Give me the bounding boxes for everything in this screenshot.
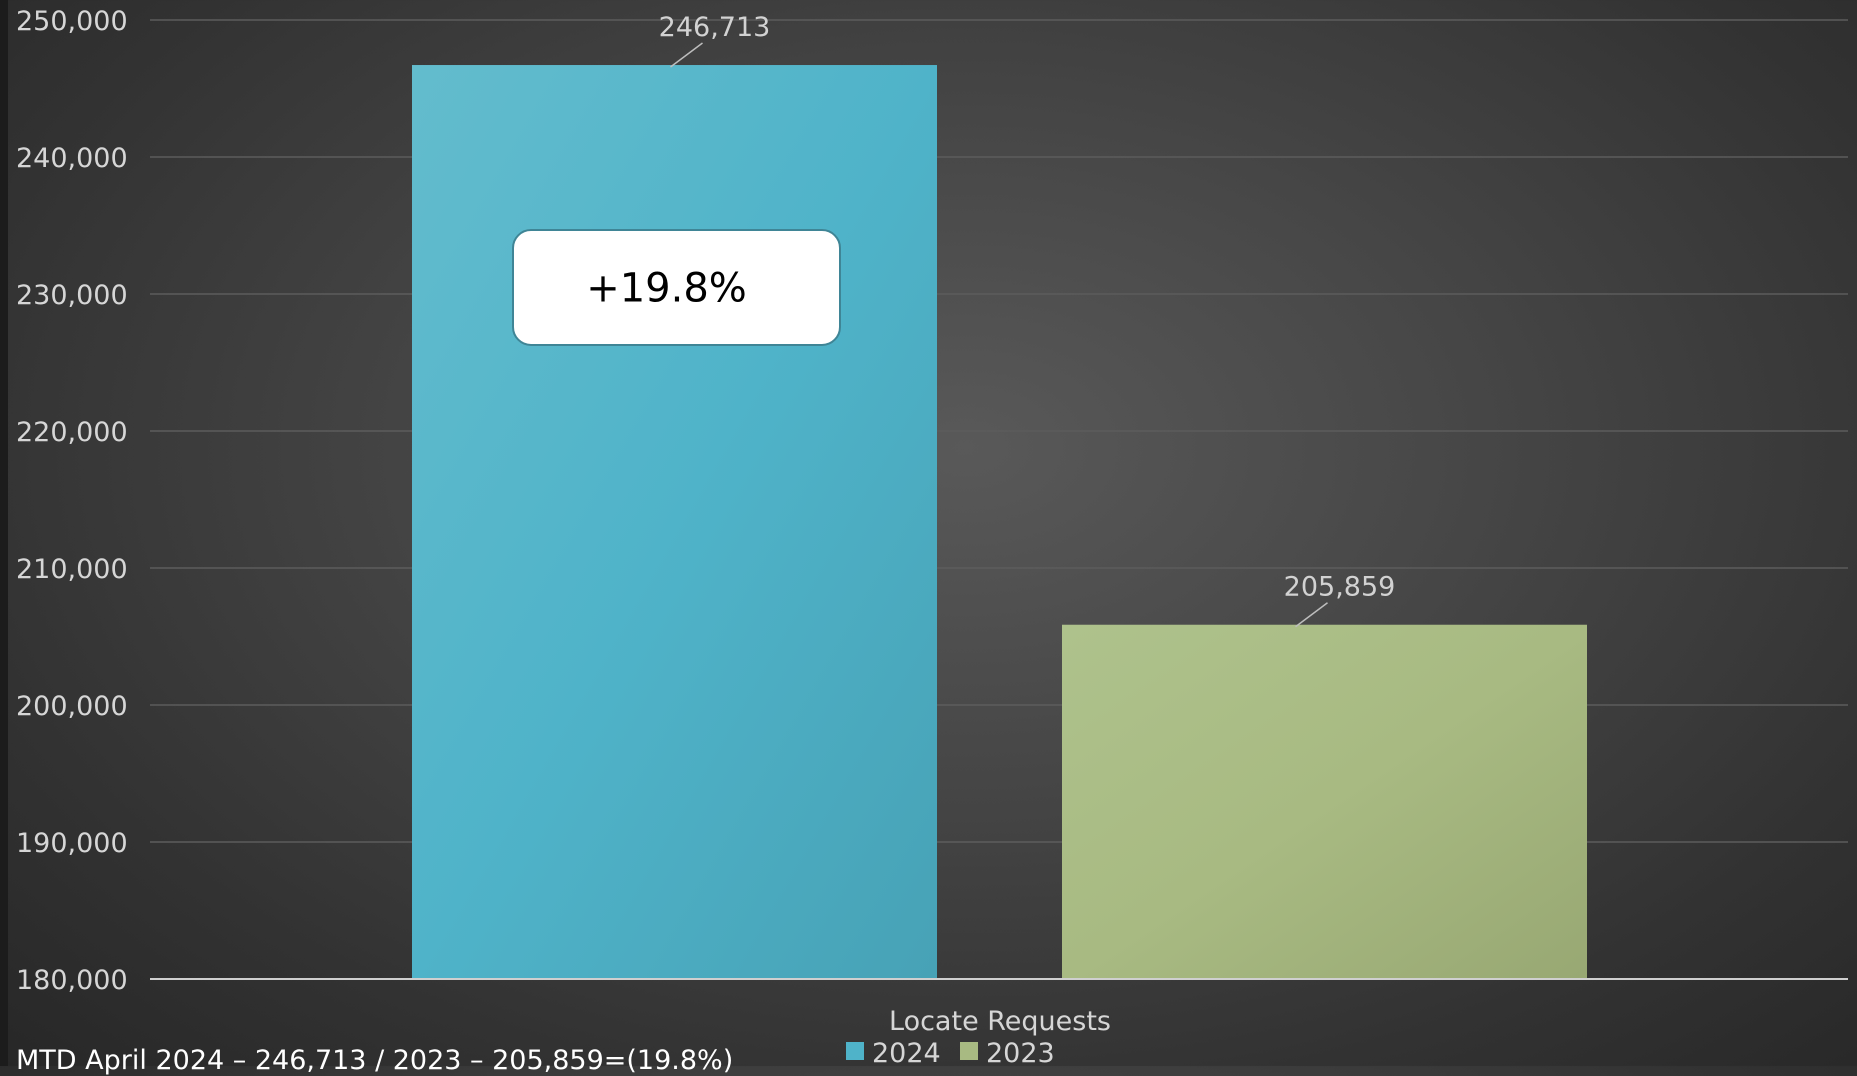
legend-swatch-2024 — [846, 1042, 864, 1060]
data-labels: 246,713 205,859 — [659, 12, 1396, 628]
legend-swatch-2023 — [960, 1042, 978, 1060]
footer-note: MTD April 2024 – 246,713 / 2023 – 205,85… — [16, 1045, 734, 1076]
bar-2024 — [412, 65, 937, 979]
gridlines — [150, 19, 1848, 843]
legend-label-2024: 2024 — [872, 1038, 941, 1066]
y-tick-label: 250,000 — [16, 6, 128, 37]
legend: 2024 2023 — [846, 1038, 1055, 1066]
y-tick-label: 230,000 — [16, 280, 128, 311]
bars — [412, 65, 1587, 979]
y-tick-label: 240,000 — [16, 143, 128, 174]
y-tick-label: 210,000 — [16, 554, 128, 585]
y-tick-label: 190,000 — [16, 828, 128, 859]
y-tick-label: 180,000 — [16, 965, 128, 996]
data-label-2024: 246,713 — [659, 12, 771, 43]
callout-box — [512, 229, 841, 346]
data-label-2023: 205,859 — [1284, 572, 1396, 603]
y-tick-label: 200,000 — [16, 691, 128, 722]
data-label-leader — [670, 42, 703, 68]
y-axis-ticks: 180,000 190,000 200,000 210,000 220,000 230,0… — [16, 6, 128, 996]
callout: +19.8% — [512, 229, 841, 346]
bar-2023 — [1062, 624, 1587, 979]
data-label-leader — [1295, 602, 1328, 628]
legend-label-2023: 2023 — [986, 1038, 1055, 1066]
left-border-strip — [0, 0, 8, 1066]
callout-percent-change: +19.8% — [586, 266, 747, 312]
x-axis-title: Locate Requests — [889, 1006, 1111, 1037]
y-tick-label: 220,000 — [16, 417, 128, 448]
